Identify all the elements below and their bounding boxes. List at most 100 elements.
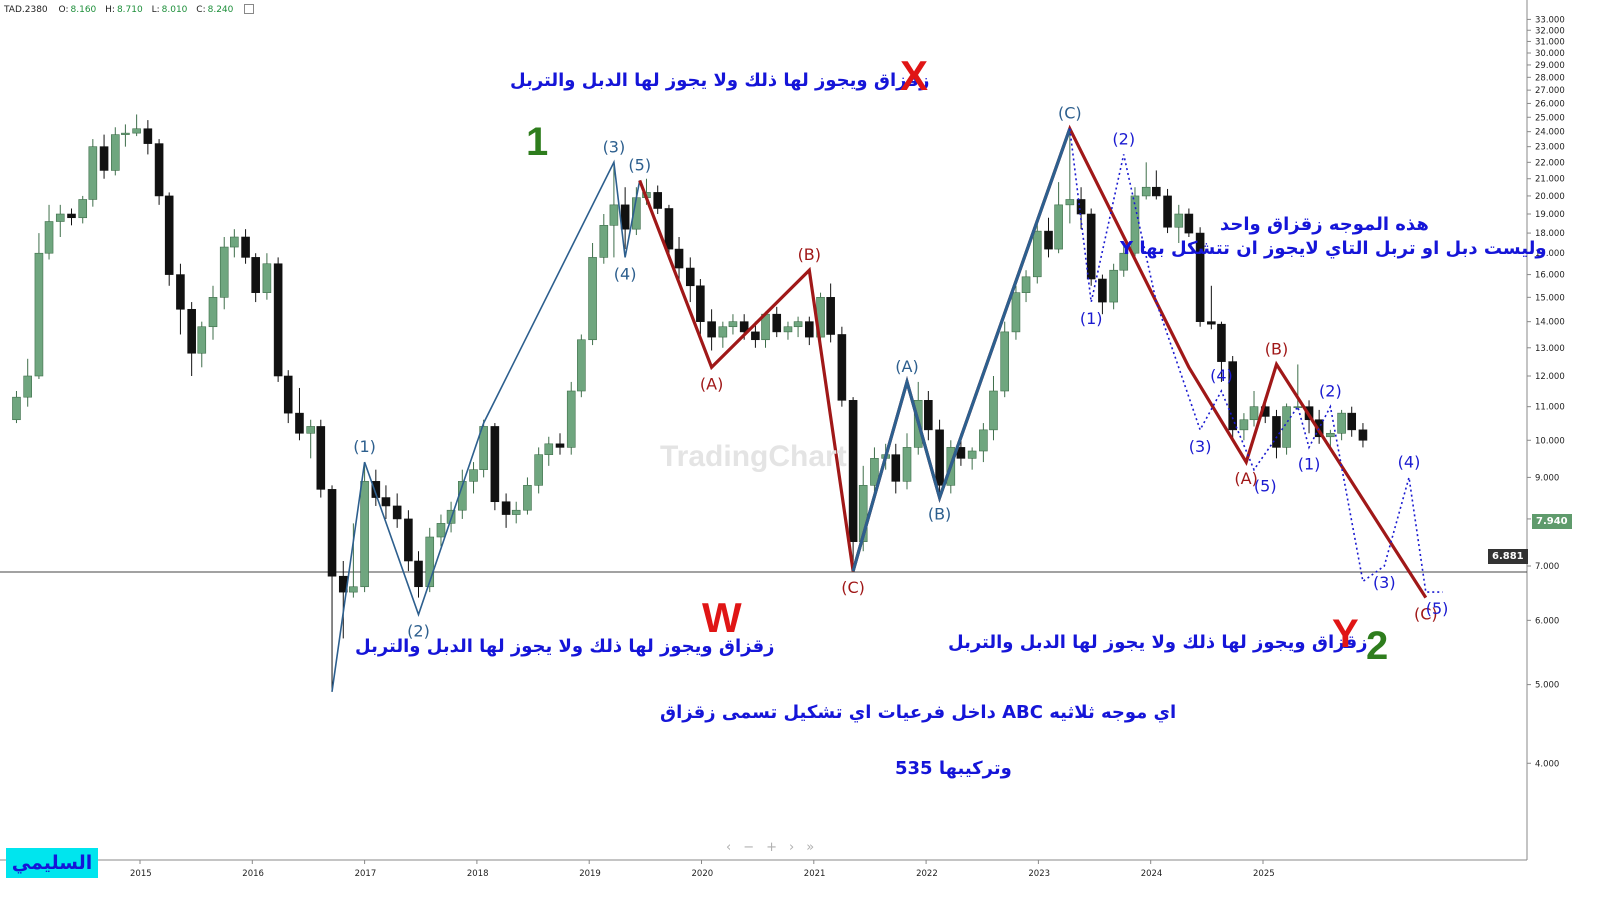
candle-body — [1293, 406, 1303, 408]
annotation-bottom-1: اي موجه ثلاثيه ABC داخل فرعيات اي تشكيل … — [660, 702, 1177, 723]
wave-label: (4) — [614, 264, 637, 283]
candle-body — [88, 146, 98, 200]
candle-body — [12, 396, 21, 421]
y-tick-label: 26.000 — [1535, 99, 1565, 109]
candle-body — [620, 204, 630, 230]
line-price-tag: 6.881 — [1488, 549, 1528, 564]
candle-body — [316, 426, 326, 490]
chart-navigation[interactable]: ‹−+›» — [726, 840, 826, 855]
y-tick-label: 14.000 — [1535, 318, 1565, 328]
candle-body — [501, 501, 511, 515]
wave-label: (2) — [1112, 129, 1135, 148]
candle-body — [67, 213, 76, 219]
label-wave-1: 1 — [526, 120, 549, 164]
candle-body — [1109, 269, 1118, 303]
y-tick-label: 6.000 — [1535, 616, 1559, 626]
candle-body — [674, 248, 684, 269]
candle-body — [793, 321, 803, 328]
x-tick-label: 2024 — [1141, 869, 1163, 879]
candle-body — [826, 297, 835, 335]
candle-body — [772, 313, 782, 333]
wave-path-Y-subwaves-dotted — [1069, 128, 1443, 593]
annotation-bottom-2: وتركيبها 535 — [895, 758, 1012, 779]
wave-labels: (1)(2)(3)(4)(5)(A)(B)(C)(A)(B)(C)(1)(2)(… — [353, 104, 1448, 641]
candle-body — [469, 469, 478, 482]
y-tick-label: 16.000 — [1535, 271, 1565, 281]
y-tick-label: 27.000 — [1535, 86, 1565, 96]
candle-body — [555, 443, 565, 448]
wave-label: (5) — [1426, 599, 1449, 618]
open-key: O: — [58, 4, 69, 15]
candle-body — [805, 321, 814, 338]
candle-body — [327, 489, 337, 577]
candle-body — [176, 274, 185, 310]
label-y: Y — [1332, 612, 1359, 656]
candle-body — [392, 505, 402, 520]
zoom-in-icon[interactable]: + — [766, 840, 790, 855]
low-key: L: — [151, 4, 160, 15]
zoom-out-icon[interactable]: − — [743, 840, 767, 855]
candle-body — [1347, 412, 1357, 431]
scroll-end-icon[interactable]: » — [806, 840, 827, 855]
candle-body — [143, 128, 153, 144]
candle-body — [55, 213, 65, 222]
high-key: H: — [105, 4, 115, 15]
candle-body — [349, 586, 358, 593]
y-tick-label: 23.000 — [1535, 143, 1565, 153]
candle-body — [1152, 186, 1161, 197]
candle-body — [935, 429, 944, 486]
y-tick-label: 24.000 — [1535, 128, 1565, 138]
candle-body — [295, 412, 304, 434]
candle-body — [1184, 213, 1194, 234]
y-tick-label: 17.000 — [1535, 249, 1565, 259]
wave-label: (B) — [928, 505, 951, 524]
close-key: C: — [196, 4, 206, 15]
candle-body — [479, 426, 488, 470]
close-value: 8.240 — [207, 4, 234, 15]
candle-body — [23, 375, 33, 398]
candle-body — [902, 447, 912, 482]
candle-body — [306, 426, 315, 434]
y-tick-label: 25.000 — [1535, 113, 1565, 123]
candle-body — [251, 257, 260, 293]
candle-body — [566, 390, 576, 448]
y-tick-label: 5.000 — [1535, 681, 1559, 691]
candle-body — [404, 518, 413, 562]
wave-label: (1) — [1298, 454, 1321, 473]
candle-body — [685, 267, 695, 287]
wave-label: (C) — [1058, 104, 1082, 123]
candle-body — [99, 146, 109, 171]
candle-body — [436, 523, 446, 538]
x-tick-label: 2025 — [1253, 869, 1275, 879]
candle-body — [653, 192, 663, 209]
candle-body — [967, 450, 977, 459]
legend-toggle-icon[interactable] — [244, 4, 255, 14]
candle-body — [164, 195, 174, 275]
candle-body — [273, 263, 283, 377]
x-tick-label: 2020 — [692, 869, 714, 879]
candle-body — [121, 132, 130, 135]
candle-body — [924, 400, 933, 431]
wave-label: (A) — [700, 374, 723, 393]
candle-body — [1011, 292, 1021, 333]
candles — [12, 114, 1368, 692]
y-tick-label: 13.000 — [1535, 344, 1565, 354]
candle-body — [1337, 412, 1346, 434]
candle-body — [283, 375, 293, 414]
candle-body — [979, 429, 988, 452]
y-tick-label: 7.000 — [1535, 562, 1559, 572]
candle-body — [577, 339, 586, 392]
x-tick-label: 2017 — [355, 869, 377, 879]
candle-body — [425, 536, 435, 588]
wave-label: (5) — [1254, 477, 1277, 496]
x-tick-label: 2016 — [242, 869, 264, 879]
y-tick-label: 21.000 — [1535, 175, 1565, 185]
wave-path-WXY-red — [638, 124, 1428, 599]
candle-body — [1195, 232, 1205, 322]
y-tick-label: 20.000 — [1535, 192, 1565, 202]
scroll-right-icon[interactable]: › — [789, 840, 807, 855]
scroll-left-icon[interactable]: ‹ — [726, 840, 744, 855]
annotation-mid-zigzag: زقزاق ويجوز لها ذلك ولا يجوز لها الدبل و… — [355, 636, 775, 657]
annotation-right-zigzag: زقزاق ويجوز لها ذلك ولا يجوز لها الدبل و… — [948, 632, 1368, 653]
